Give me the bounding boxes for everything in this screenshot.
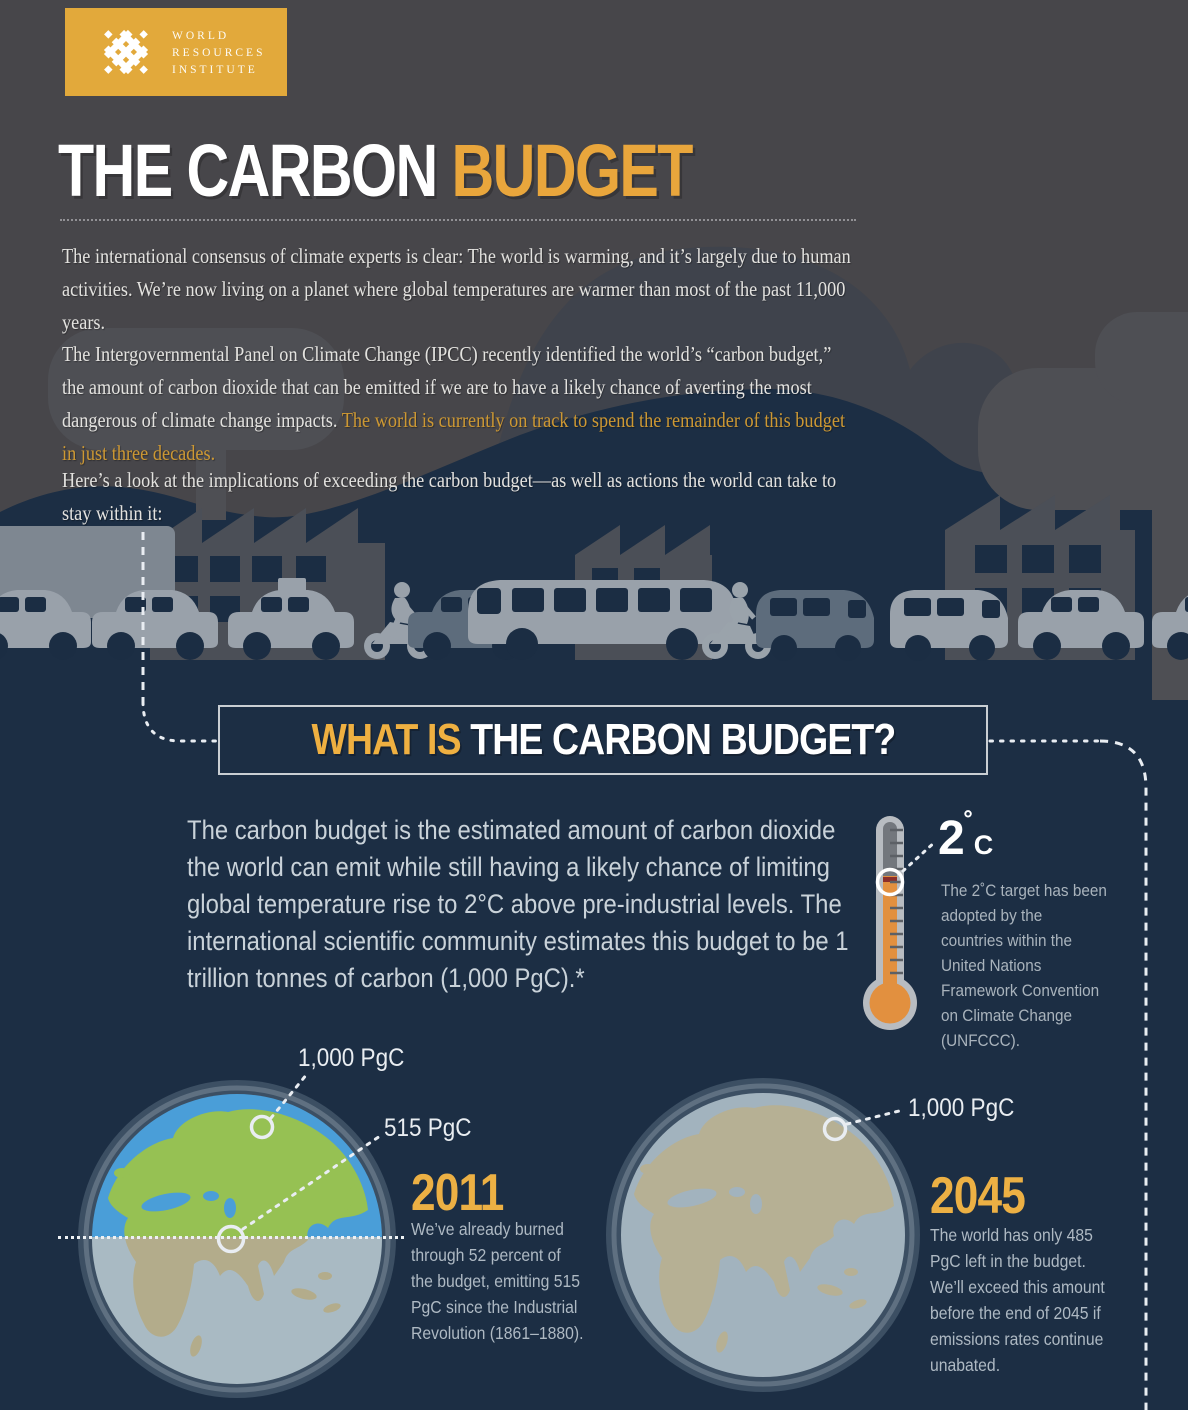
skyline-illustration xyxy=(0,246,1188,700)
description-2045: The world has only 485 PgC left in the b… xyxy=(930,1225,1105,1375)
label-total-budget-2011: 1,000 PgC xyxy=(298,1044,405,1072)
label-used-budget-2011: 515 PgC xyxy=(384,1114,472,1142)
wri-weave-icon xyxy=(103,29,149,75)
budget-used-divider-line xyxy=(58,1236,404,1239)
highlighted-text: The world is currently on track to spend… xyxy=(62,408,846,465)
intro-paragraph-3: Here’s a look at the implications of exc… xyxy=(62,468,837,525)
smoke-plumes xyxy=(48,312,1188,700)
carbon-budget-definition: The carbon budget is the estimated amoun… xyxy=(187,815,849,993)
logo-org-name: WORLD RESOURCES INSTITUTE xyxy=(172,30,266,76)
year-2045: 2045 xyxy=(930,1167,1026,1225)
temperature-target: 2˚C xyxy=(938,808,994,865)
wri-logo: WORLD RESOURCES INSTITUTE xyxy=(65,8,287,96)
globe-2045-icon xyxy=(606,1078,920,1392)
year-2011: 2011 xyxy=(411,1164,504,1222)
section-heading: WHAT IS THE CARBON BUDGET? xyxy=(311,715,896,764)
dotted-separator xyxy=(60,219,856,221)
intro-paragraph-2: The Intergovernmental Panel on Climate C… xyxy=(62,342,846,465)
globe-2011-icon xyxy=(78,1080,396,1398)
section-heading-box: WHAT IS THE CARBON BUDGET? xyxy=(218,705,988,775)
intro-paragraph-1: The international consensus of climate e… xyxy=(62,244,851,334)
label-total-budget-2045: 1,000 PgC xyxy=(908,1094,1015,1122)
description-2011: We’ve already burned through 52 percent … xyxy=(411,1219,584,1343)
temperature-target-note: The 2˚C target has been adopted by the c… xyxy=(941,881,1107,1050)
thermometer-icon xyxy=(863,816,917,1030)
page-title: THE CARBON BUDGET xyxy=(58,129,693,212)
